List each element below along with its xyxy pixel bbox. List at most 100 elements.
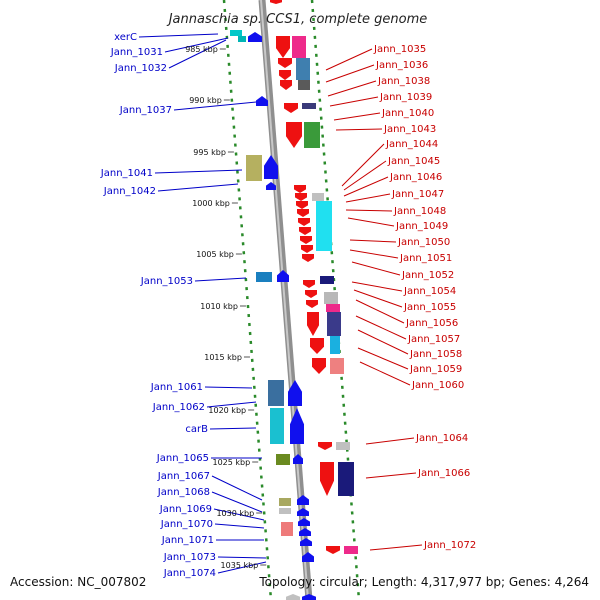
left-leader-line	[168, 39, 227, 69]
right-leader-line	[333, 112, 381, 121]
topology-text: Topology: circular; Length: 4,317,977 bp…	[258, 575, 589, 589]
right-gene-label: Jann_1059	[409, 364, 462, 375]
right-leader-line	[369, 544, 423, 551]
gene-forward-10	[298, 518, 310, 526]
gene-forward-1	[256, 96, 268, 106]
right-gene-label: Jann_1043	[383, 124, 436, 135]
gene-left-2	[246, 155, 262, 181]
scale-label: 1015 kbp	[204, 353, 242, 362]
right-gene-label: Jann_1052	[401, 270, 454, 281]
right-leader-line	[327, 80, 377, 97]
gene-reverse-10	[298, 218, 310, 226]
gene-forward-5	[288, 380, 302, 406]
scale-label: 1025 kbp	[212, 458, 250, 467]
right-gene-label: Jann_1064	[415, 433, 468, 444]
gene-reverse-21	[318, 442, 332, 450]
gene-forward-8	[297, 495, 309, 505]
right-gene-label: Jann_1047	[391, 189, 444, 200]
left-gene-label: Jann_1070	[160, 519, 213, 530]
right-leader-line	[365, 437, 415, 445]
right-gene-label: Jann_1058	[409, 349, 462, 360]
gene-right-13	[336, 442, 350, 450]
right-gene-label: Jann_1066	[417, 468, 470, 479]
left-gene-label: Jann_1053	[140, 276, 193, 287]
gene-reverse-22	[320, 462, 334, 496]
gene-bottom-stub-2	[302, 594, 316, 600]
left-leader-line	[194, 277, 247, 282]
right-gene-label: Jann_1056	[405, 318, 458, 329]
gene-reverse-2	[279, 70, 291, 80]
gene-right-10	[327, 312, 341, 336]
gene-forward-12	[300, 538, 312, 546]
gene-left-5	[270, 408, 284, 444]
scale-label: 990 kbp	[189, 96, 222, 105]
left-leader-line	[138, 33, 219, 38]
gene-right-6	[316, 201, 332, 251]
gene-forward-13	[302, 552, 314, 562]
right-labels: Jann_1035 Jann_1036 Jann_1038 Jann_1039 Jann…	[373, 44, 476, 551]
gene-right-14	[338, 462, 354, 496]
right-leader-line	[347, 217, 395, 227]
right-leader-line	[351, 261, 401, 276]
gene-forward-3	[266, 182, 276, 190]
gene-reverse-17	[306, 300, 318, 308]
left-leader-line	[157, 183, 239, 192]
scale-labels: 985 kbp 990 kbp 995 kbp 1000 kbp 1005 kbp 101…	[185, 45, 267, 570]
gene-forward-4	[277, 270, 289, 282]
gene-left-9	[281, 522, 293, 536]
right-gene-label: Jann_1036	[375, 60, 428, 71]
right-leader-line	[355, 299, 405, 324]
left-gene-label: Jann_1073	[163, 552, 216, 563]
left-leader-line	[211, 491, 263, 513]
right-gene-label: Jann_1044	[385, 139, 438, 150]
gene-right-3	[302, 103, 316, 109]
gene-forward-2	[264, 155, 278, 179]
gene-forward-9	[297, 508, 309, 516]
right-gene-label: Jann_1039	[379, 92, 432, 103]
left-leader-line	[213, 508, 265, 521]
left-leader-line	[173, 101, 257, 111]
gene-reverse-12	[300, 236, 312, 244]
right-leader-line	[355, 315, 407, 340]
right-gene-label: Jann_1048	[393, 206, 446, 217]
gene-reverse-1	[278, 58, 292, 68]
gene-right-0	[292, 36, 306, 58]
right-leader-line	[349, 239, 397, 243]
left-labels: xerC Jann_1031 Jann_1032 Jann_1037 Jann_1041…	[100, 32, 216, 579]
gene-right-11	[330, 336, 340, 354]
gene-left-6	[276, 454, 290, 465]
right-leader-line	[357, 347, 409, 370]
left-gene-label: Jann_1031	[110, 47, 163, 58]
gene-reverse-15	[303, 280, 315, 288]
right-leader-line	[349, 249, 399, 259]
right-leader-line	[325, 48, 373, 71]
gene-reverse-7	[295, 193, 307, 201]
left-gene-label: Jann_1071	[161, 535, 214, 546]
gene-reverse-23	[326, 546, 340, 554]
left-gene-label: Jann_1042	[103, 186, 156, 197]
right-leader-line	[357, 329, 409, 355]
gene-reverse-8	[296, 201, 308, 209]
left-gene-label: Jann_1061	[150, 382, 203, 393]
right-gene-label: Jann_1055	[403, 302, 456, 313]
right-leader-line	[365, 472, 417, 479]
left-leader-line	[217, 556, 267, 559]
gene-left-3	[256, 272, 272, 282]
right-leader-line	[335, 128, 383, 131]
gene-right-2	[298, 80, 310, 90]
left-guide-line	[222, 0, 273, 600]
left-gene-label: xerC	[114, 32, 137, 43]
label-leaders	[138, 33, 423, 574]
scale-label: 985 kbp	[185, 45, 218, 54]
right-gene-label: Jann_1060	[411, 380, 464, 391]
right-gene-label: Jann_1038	[377, 76, 430, 87]
right-gene-label: Jann_1046	[389, 172, 442, 183]
right-leader-line	[325, 64, 375, 83]
left-leader-line	[209, 427, 257, 430]
gene-reverse-5	[286, 122, 302, 148]
left-gene-label: Jann_1041	[100, 168, 153, 179]
gene-left-0	[238, 36, 246, 42]
scale-label: 1000 kbp	[192, 199, 230, 208]
right-gene-label: Jann_1035	[373, 44, 426, 55]
